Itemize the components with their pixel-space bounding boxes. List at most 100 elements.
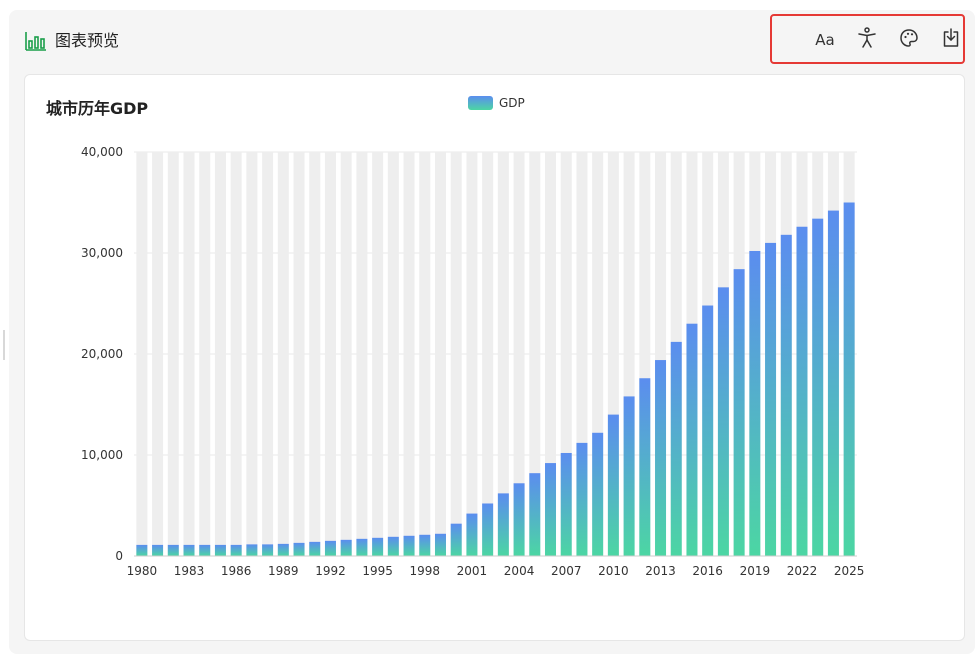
bar-1998[interactable] xyxy=(419,534,431,556)
bar-background xyxy=(230,152,242,556)
bar-2021[interactable] xyxy=(780,234,792,556)
bar-chart: 0 10,000 20,000 30,000 40,000 1980 1983 1986 198… xyxy=(81,145,865,578)
bar-2010[interactable] xyxy=(607,414,619,556)
download-icon xyxy=(942,28,960,52)
x-tick-label: 2016 xyxy=(692,564,723,578)
bar-2018[interactable] xyxy=(733,269,745,556)
color-theme-button[interactable] xyxy=(897,28,921,52)
bar-2003[interactable] xyxy=(497,493,509,556)
legend-swatch xyxy=(468,96,493,110)
bar-1997[interactable] xyxy=(403,535,415,556)
bar-2015[interactable] xyxy=(686,323,698,556)
chart-title: 城市历年GDP xyxy=(46,99,149,118)
bar-1992[interactable] xyxy=(324,540,336,556)
bar-background xyxy=(639,152,651,556)
bar-2005[interactable] xyxy=(529,473,541,556)
bar-background xyxy=(356,152,368,556)
x-tick-label: 2004 xyxy=(504,564,535,578)
chart-legend[interactable]: GDP xyxy=(468,96,525,110)
bar-background xyxy=(309,152,321,556)
x-tick-label: 1989 xyxy=(268,564,299,578)
bar-background xyxy=(592,152,604,556)
y-tick-label: 20,000 xyxy=(81,347,123,361)
bar-background xyxy=(152,152,164,556)
bar-background xyxy=(246,152,258,556)
bar-2007[interactable] xyxy=(560,452,572,556)
bar-2004[interactable] xyxy=(513,483,525,556)
bar-background xyxy=(293,152,305,556)
y-tick-label: 0 xyxy=(115,549,123,563)
bar-2016[interactable] xyxy=(702,305,714,556)
font-size-icon: Aa xyxy=(815,31,835,49)
bar-1981[interactable] xyxy=(152,544,164,556)
bar-2000[interactable] xyxy=(450,523,462,556)
bar-1999[interactable] xyxy=(434,533,446,556)
bar-background xyxy=(513,152,525,556)
bar-background xyxy=(545,152,557,556)
bar-1982[interactable] xyxy=(167,544,179,556)
bar-2014[interactable] xyxy=(670,341,682,556)
bar-1980[interactable] xyxy=(136,544,148,556)
bar-2008[interactable] xyxy=(576,442,588,556)
x-tick-label: 1998 xyxy=(409,564,440,578)
bar-1987[interactable] xyxy=(246,544,258,556)
panel-title: 图表预览 xyxy=(55,31,120,50)
bar-background xyxy=(324,152,336,556)
bar-1989[interactable] xyxy=(277,543,289,556)
font-size-button[interactable]: Aa xyxy=(813,28,837,52)
y-tick-label: 40,000 xyxy=(81,145,123,159)
bar-background xyxy=(403,152,415,556)
bar-2012[interactable] xyxy=(639,378,651,556)
bar-background xyxy=(655,152,667,556)
bar-2025[interactable] xyxy=(843,202,855,557)
bar-background xyxy=(466,152,478,556)
bar-1996[interactable] xyxy=(387,536,399,556)
bar-1995[interactable] xyxy=(372,537,384,556)
bar-background xyxy=(607,152,619,556)
download-button[interactable] xyxy=(939,28,963,52)
legend-label: GDP xyxy=(499,96,525,110)
accessibility-button[interactable] xyxy=(855,27,879,52)
side-resize-handle[interactable] xyxy=(3,330,5,360)
bar-background xyxy=(372,152,384,556)
bar-2002[interactable] xyxy=(482,503,494,556)
bar-1993[interactable] xyxy=(340,539,352,556)
y-tick-label: 10,000 xyxy=(81,448,123,462)
x-tick-label: 1983 xyxy=(174,564,205,578)
x-tick-label: 2010 xyxy=(598,564,629,578)
bar-2011[interactable] xyxy=(623,396,635,556)
bar-2024[interactable] xyxy=(827,210,839,556)
bar-1984[interactable] xyxy=(199,544,211,556)
bar-1994[interactable] xyxy=(356,538,368,556)
bar-1988[interactable] xyxy=(262,544,274,556)
palette-icon xyxy=(899,28,919,52)
bar-2001[interactable] xyxy=(466,513,478,556)
bar-1991[interactable] xyxy=(309,541,321,556)
x-tick-label: 2013 xyxy=(645,564,676,578)
bar-1990[interactable] xyxy=(293,542,305,556)
bar-background xyxy=(387,152,399,556)
bar-2022[interactable] xyxy=(796,226,808,557)
bar-2023[interactable] xyxy=(812,218,824,556)
bar-background xyxy=(214,152,226,556)
bar-background xyxy=(434,152,446,556)
panel-header: 图表预览 Aa xyxy=(9,10,975,72)
bar-1985[interactable] xyxy=(214,544,226,556)
x-tick-label: 2025 xyxy=(834,564,865,578)
x-tick-label: 2007 xyxy=(551,564,582,578)
chart-card: 城市历年GDP GDP 0 10,000 20,000 30,000 40,000 198… xyxy=(24,74,965,641)
bar-2013[interactable] xyxy=(655,360,667,556)
bar-2019[interactable] xyxy=(749,250,761,557)
bar-background xyxy=(450,152,462,556)
y-tick-label: 30,000 xyxy=(81,246,123,260)
bar-background xyxy=(576,152,588,556)
chart-preview-panel: 图表预览 Aa xyxy=(9,10,975,654)
bar-1986[interactable] xyxy=(230,544,242,556)
bar-1983[interactable] xyxy=(183,544,195,556)
x-tick-label: 2022 xyxy=(787,564,818,578)
bar-2017[interactable] xyxy=(717,287,729,556)
bar-background xyxy=(167,152,179,556)
bar-2020[interactable] xyxy=(765,242,777,556)
bar-2006[interactable] xyxy=(545,463,557,556)
bar-2009[interactable] xyxy=(592,432,604,556)
